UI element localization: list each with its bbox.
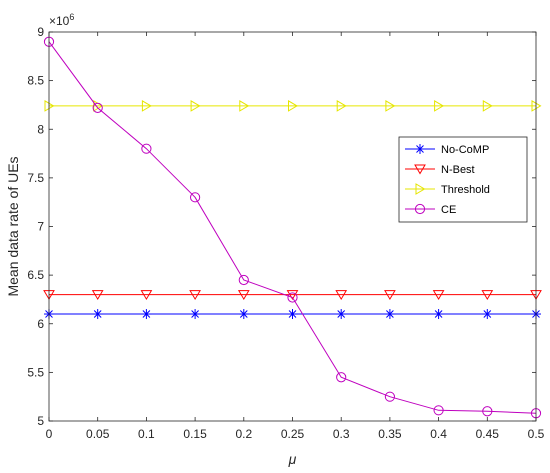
data-point-ce <box>433 405 444 416</box>
data-point-n-best <box>91 290 104 301</box>
data-point-ce <box>482 406 493 417</box>
data-point-n-best <box>335 290 348 301</box>
y-axis-title: Mean data rate of UEs <box>5 156 21 296</box>
y-axis-multiplier-exponent: 6 <box>69 12 74 22</box>
y-axis-multiplier: ×106 <box>49 12 74 28</box>
data-point-threshold <box>190 100 201 112</box>
y-tick-label: 6.5 <box>27 268 44 282</box>
legend-entry-ce: CE <box>405 203 456 216</box>
axis-layer: 0 0.05 0.1 0.15 0.2 0.25 0.3 0.35 0.4 0.45 0.5 5 5.5… <box>27 25 544 441</box>
series-layer <box>43 36 542 419</box>
data-point-no-comp <box>92 309 103 320</box>
series-threshold <box>44 100 542 112</box>
legend-marker <box>415 183 426 195</box>
x-tick-label: 0.05 <box>86 427 110 441</box>
data-point-no-comp <box>336 309 347 320</box>
legend-entry-threshold: Threshold <box>405 183 490 196</box>
data-point-ce <box>336 372 347 383</box>
data-point-no-comp <box>482 309 493 320</box>
data-point-ce <box>384 391 395 402</box>
y-tick-label: 9 <box>37 25 44 39</box>
y-tick-label: 5 <box>37 414 44 428</box>
legend-entry-no-comp: No-CoMP <box>405 144 489 156</box>
y-axis-multiplier-base: ×10 <box>49 14 70 28</box>
data-point-threshold <box>385 100 396 112</box>
legend: No-CoMP N-Best Threshold CE <box>398 136 528 223</box>
data-point-no-comp <box>141 309 152 320</box>
x-tick-label: 0.25 <box>281 427 305 441</box>
x-tick-label: 0.5 <box>528 427 545 441</box>
data-point-threshold <box>434 100 445 112</box>
data-point-n-best <box>432 290 445 301</box>
x-tick-label: 0.4 <box>430 427 447 441</box>
data-point-threshold <box>482 100 493 112</box>
series-line-ce <box>48 41 537 414</box>
plot-area <box>49 32 536 421</box>
data-point-n-best <box>237 290 250 301</box>
data-point-threshold <box>336 100 347 112</box>
data-point-ce <box>92 102 103 113</box>
data-point-no-comp <box>433 309 444 320</box>
data-point-ce <box>141 143 152 154</box>
y-tick-label: 5.5 <box>27 365 44 379</box>
data-point-threshold <box>239 100 250 112</box>
data-point-n-best <box>481 290 494 301</box>
legend-label: CE <box>441 204 456 216</box>
x-tick-label: 0.1 <box>138 427 155 441</box>
y-tick-label: 8.5 <box>27 74 44 88</box>
data-point-no-comp <box>190 309 201 320</box>
legend-label: N-Best <box>441 164 475 176</box>
y-tick-label: 8 <box>37 122 44 136</box>
legend-marker <box>414 164 426 175</box>
x-tick-label: 0.2 <box>235 427 252 441</box>
data-point-ce <box>287 292 298 303</box>
y-tick-label: 7 <box>37 220 44 234</box>
legend-entry-n-best: N-Best <box>405 164 475 176</box>
data-point-ce <box>190 192 201 203</box>
y-tick-label: 6 <box>37 317 44 331</box>
data-point-n-best <box>286 290 299 301</box>
series-n-best <box>43 290 542 301</box>
legend-marker <box>414 203 426 215</box>
x-tick-label: 0.35 <box>378 427 402 441</box>
x-axis-title: μ <box>288 451 297 467</box>
data-point-no-comp <box>287 309 298 320</box>
data-point-ce <box>238 274 249 286</box>
x-tick-label: 0.15 <box>183 427 207 441</box>
data-point-threshold <box>141 100 152 112</box>
y-tick-label: 7.5 <box>27 171 44 185</box>
data-point-threshold <box>288 100 298 112</box>
legend-label: No-CoMP <box>441 144 489 156</box>
data-point-n-best <box>384 290 396 301</box>
legend-label: Threshold <box>441 184 490 196</box>
x-tick-label: 0.3 <box>333 427 350 441</box>
data-point-no-comp <box>384 309 395 320</box>
legend-marker <box>415 144 425 154</box>
x-tick-label: 0 <box>46 427 53 441</box>
x-tick-label: 0.45 <box>476 427 500 441</box>
data-point-n-best <box>189 290 201 301</box>
data-point-no-comp <box>238 309 249 320</box>
data-point-n-best <box>140 290 153 301</box>
